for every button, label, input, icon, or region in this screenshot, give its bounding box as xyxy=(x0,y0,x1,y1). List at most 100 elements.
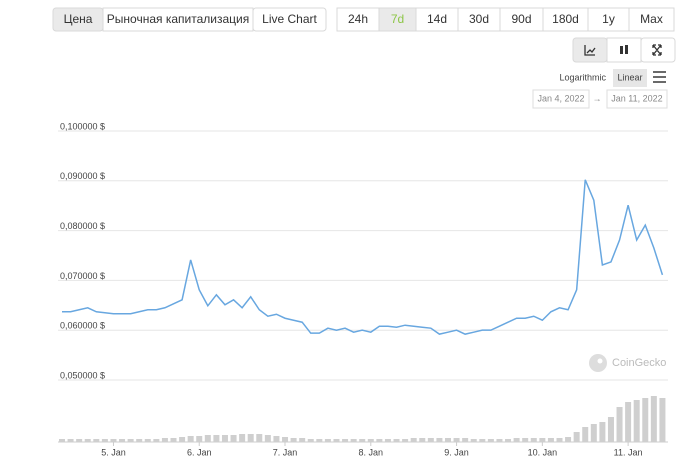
x-tick-label: 9. Jan xyxy=(444,447,469,457)
volume-bar xyxy=(496,439,503,442)
volume-bar xyxy=(547,438,554,442)
log-scale-label[interactable]: Logarithmic xyxy=(559,72,606,82)
volume-bar xyxy=(367,439,374,442)
volume-bar xyxy=(642,398,649,442)
tab-label[interactable]: Цена xyxy=(64,12,93,26)
volume-bar xyxy=(393,439,400,442)
range-label[interactable]: 90d xyxy=(511,12,531,26)
date-from[interactable]: Jan 4, 2022 xyxy=(537,93,584,103)
volume-bar xyxy=(487,439,494,442)
volume-bar xyxy=(84,439,91,442)
x-tick-label: 11. Jan xyxy=(614,447,643,457)
linear-button-label[interactable]: Linear xyxy=(617,72,642,82)
range-label[interactable]: 180d xyxy=(552,12,579,26)
volume-bar xyxy=(573,432,580,442)
volume-bar xyxy=(359,439,366,442)
line-icon xyxy=(584,45,596,56)
range-button[interactable] xyxy=(628,7,675,32)
volume-bar xyxy=(119,439,126,442)
menu-icon[interactable] xyxy=(653,71,666,83)
volume-bar xyxy=(427,438,434,442)
volume-bar xyxy=(530,438,537,442)
y-tick-label: 0,080000 $ xyxy=(60,221,105,231)
expand-icon xyxy=(652,44,662,56)
volume-bar xyxy=(273,436,280,442)
volume-bar xyxy=(607,417,614,442)
y-tick-label: 0,090000 $ xyxy=(60,171,105,181)
volume-bar xyxy=(513,438,520,442)
volume-bar xyxy=(161,438,168,442)
x-tick-label: 10. Jan xyxy=(528,447,558,457)
date-to[interactable]: Jan 11, 2022 xyxy=(611,93,662,103)
volume-bar xyxy=(153,439,160,442)
volume-bar xyxy=(410,438,417,442)
volume-bar xyxy=(299,438,306,442)
volume-bar xyxy=(170,438,177,442)
volume-bar xyxy=(307,439,314,442)
range-label[interactable]: 14d xyxy=(427,12,447,26)
volume-bar xyxy=(539,438,546,442)
y-tick-label: 0,050000 $ xyxy=(60,370,105,380)
volume-bar xyxy=(76,439,83,442)
range-label[interactable]: 1y xyxy=(602,12,615,26)
x-tick-label: 6. Jan xyxy=(187,447,212,457)
volume-bar xyxy=(290,438,297,442)
volume-bar xyxy=(350,439,357,442)
range-label[interactable]: Max xyxy=(640,12,663,26)
tab-label[interactable]: Рыночная капитализация xyxy=(107,12,249,26)
volume-bar xyxy=(204,435,211,442)
candle-icon xyxy=(620,46,623,54)
volume-bar xyxy=(136,439,143,442)
volume-bar xyxy=(376,439,383,442)
x-tick-label: 7. Jan xyxy=(273,447,298,457)
linear-button[interactable] xyxy=(613,69,647,87)
tab-button[interactable] xyxy=(252,7,327,32)
volume-bar xyxy=(453,438,460,442)
volume-bar xyxy=(59,439,65,442)
range-label[interactable]: 7d xyxy=(391,12,404,26)
volume-bar xyxy=(110,439,117,442)
volume-bar xyxy=(650,396,657,442)
volume-bar xyxy=(462,438,469,442)
volume-bar xyxy=(479,439,486,442)
volume-bar xyxy=(582,427,589,442)
watermark-logo-eye xyxy=(597,358,603,364)
volume-bar xyxy=(101,439,108,442)
volume-bar xyxy=(282,437,289,442)
range-label[interactable]: 30d xyxy=(469,12,489,26)
volume-bar xyxy=(213,435,220,442)
y-tick-label: 0,100000 $ xyxy=(60,121,105,131)
date-separator: → xyxy=(593,93,602,103)
volume-bar xyxy=(659,398,666,442)
volume-bar xyxy=(179,437,186,442)
watermark: CoinGecko xyxy=(612,357,666,369)
volume-bar xyxy=(196,436,203,442)
volume-bar xyxy=(324,439,331,442)
volume-bar xyxy=(144,439,151,442)
volume-bar xyxy=(470,439,477,442)
watermark-logo xyxy=(589,354,607,372)
fullscreen-button[interactable] xyxy=(640,37,676,63)
date-from-input[interactable] xyxy=(532,89,590,109)
volume-bar xyxy=(256,434,263,442)
tab-label[interactable]: Live Chart xyxy=(262,12,317,26)
volume-bar xyxy=(239,434,246,442)
price-line xyxy=(62,179,664,335)
volume-bar xyxy=(247,434,254,442)
candle-icon xyxy=(625,45,628,54)
volume-bar xyxy=(625,402,632,442)
volume-bar xyxy=(599,422,606,442)
volume-bar xyxy=(419,438,426,442)
volume-bar xyxy=(505,439,512,442)
volume-bar xyxy=(342,439,349,442)
volume-bar xyxy=(556,438,563,442)
volume-bar xyxy=(187,436,194,442)
y-tick-label: 0,060000 $ xyxy=(60,321,105,331)
volume-bar xyxy=(384,439,391,442)
range-label[interactable]: 24h xyxy=(348,12,368,26)
date-to-input[interactable] xyxy=(606,89,668,109)
volume-bar xyxy=(316,439,323,442)
volume-bar xyxy=(67,439,74,442)
candle-chart-button[interactable] xyxy=(606,37,642,63)
